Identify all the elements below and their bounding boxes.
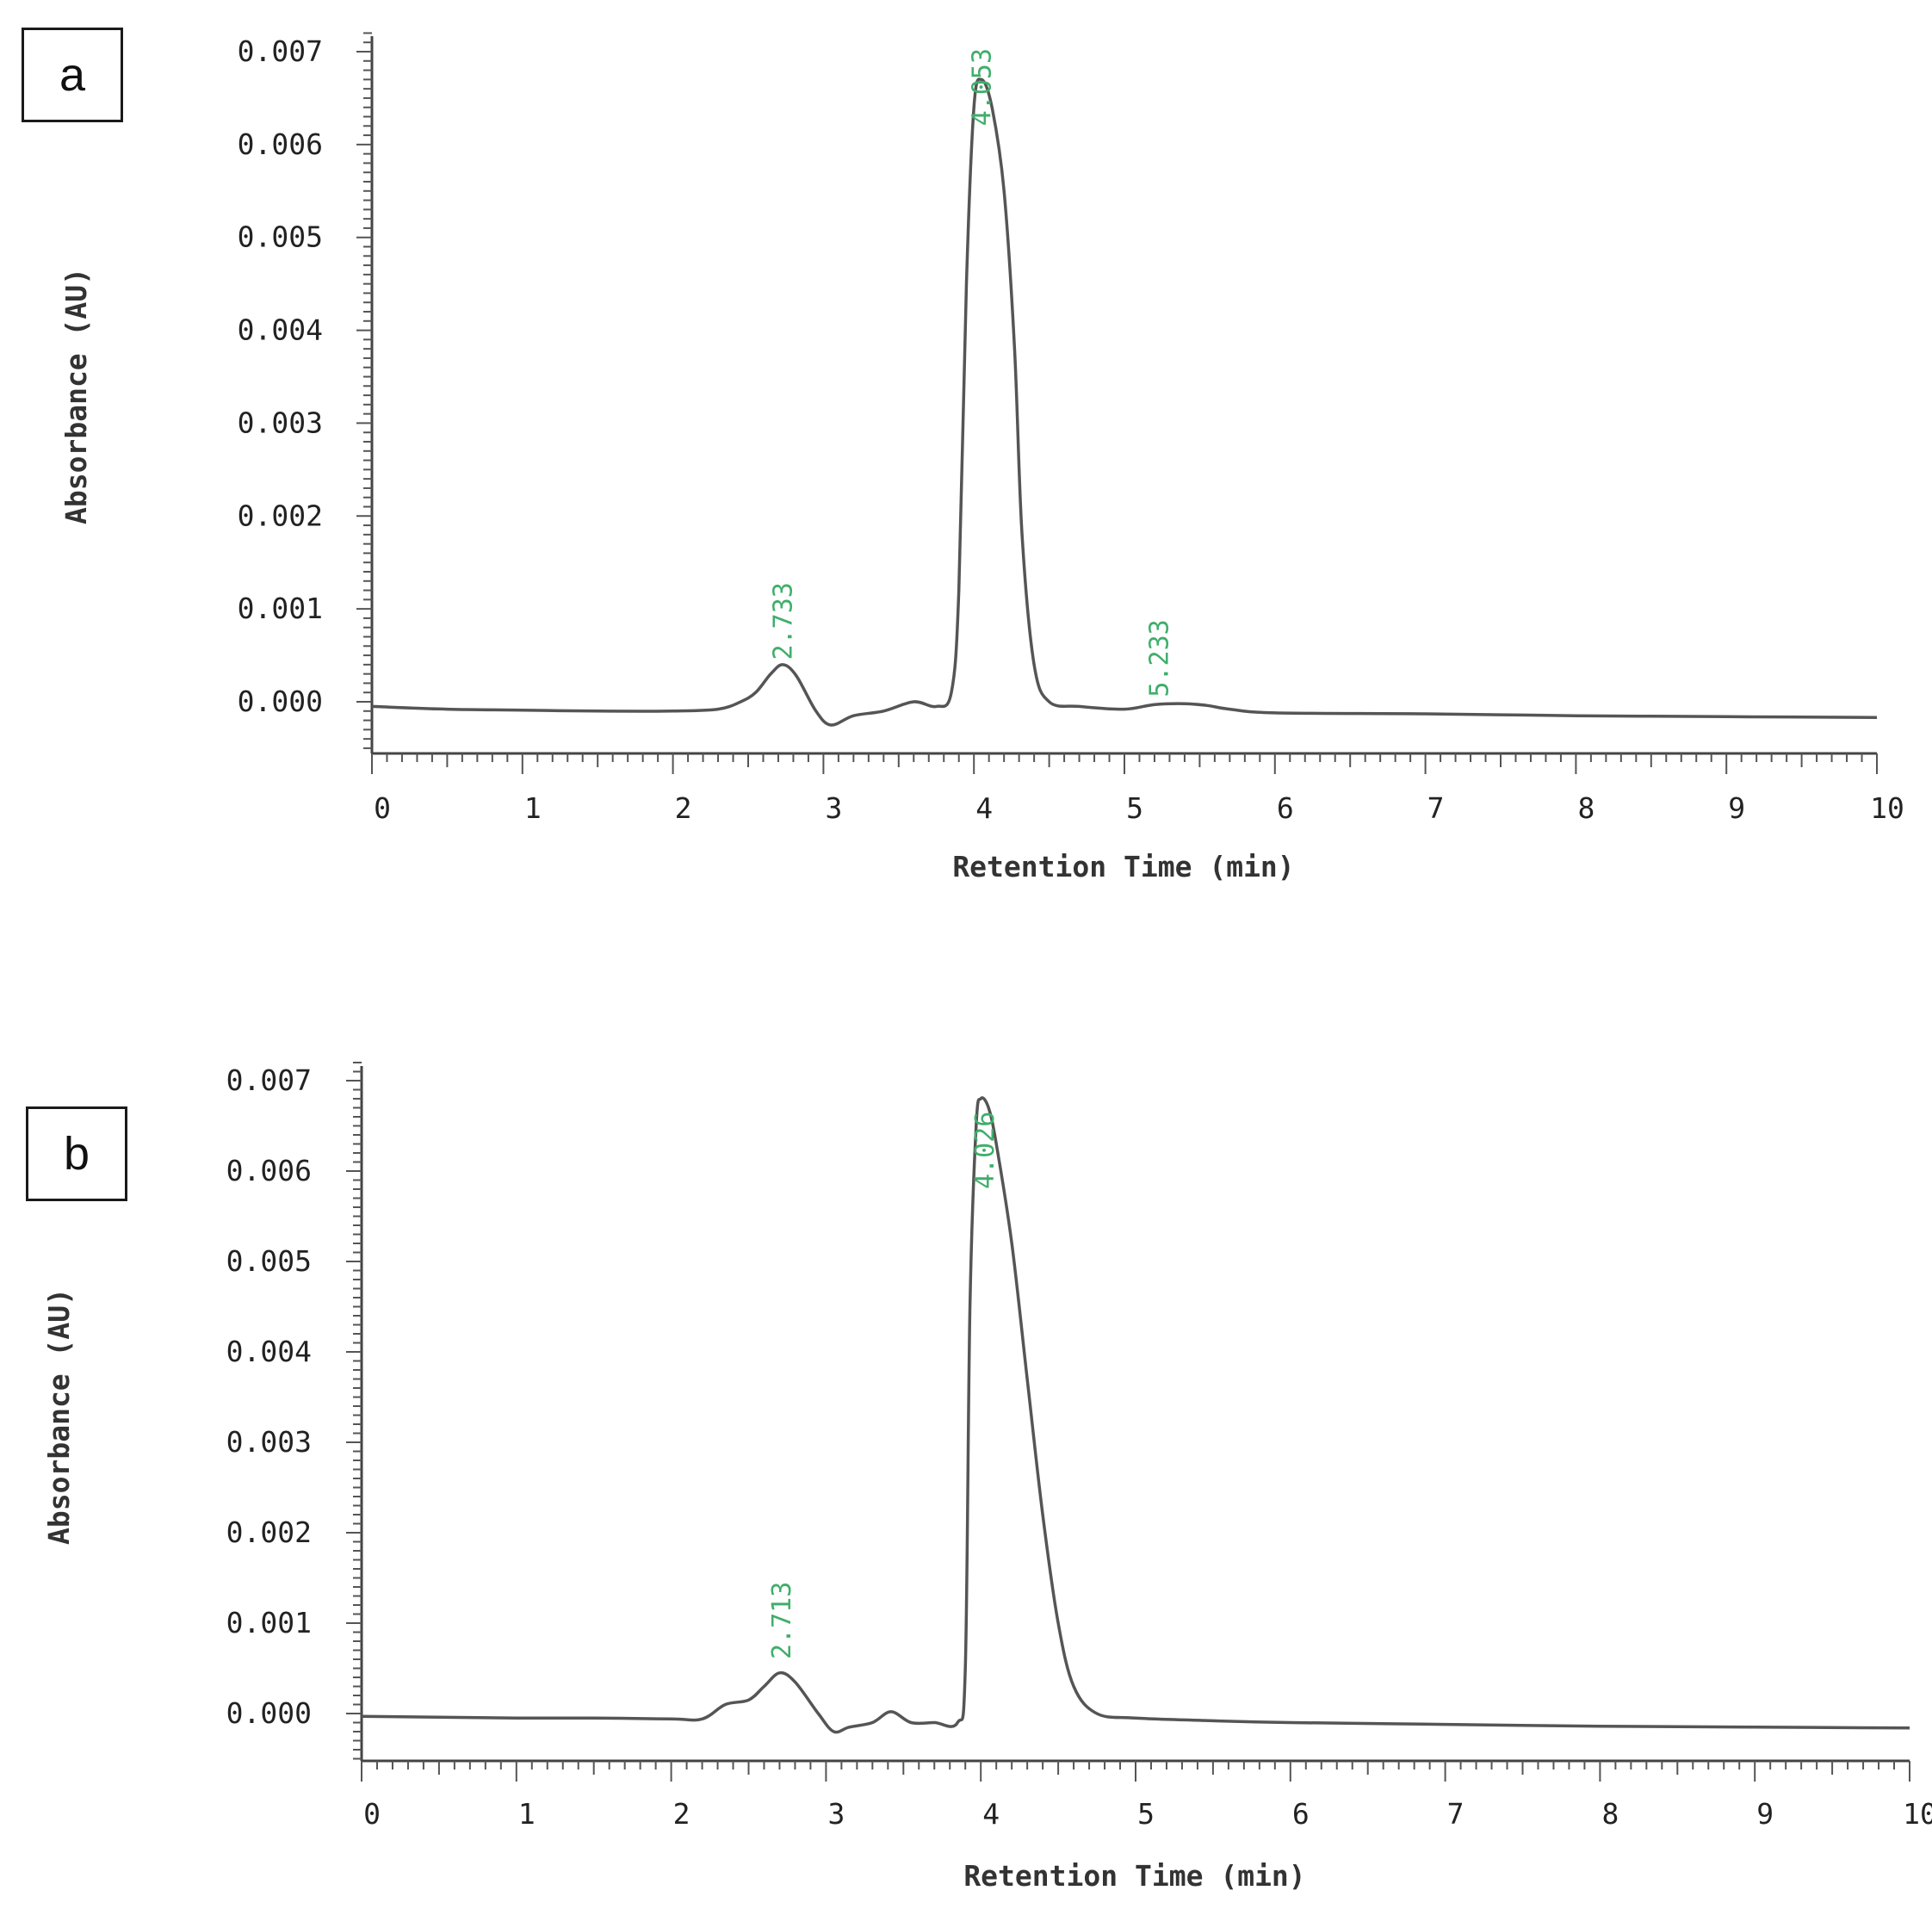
chart-a-y-tick-label: 0.001	[238, 592, 323, 625]
panel-label-b: b	[26, 1106, 127, 1201]
chart-b-x-tick-label: 5	[1137, 1797, 1155, 1831]
chart-a-x-tick-label: 4	[975, 791, 993, 825]
chart-a-x-tick-label: 8	[1577, 791, 1595, 825]
chart-b-x-tick-label: 7	[1447, 1797, 1464, 1831]
chart-a-y-tick-label: 0.000	[238, 685, 323, 718]
chart-a-x-tick-label: 6	[1277, 791, 1294, 825]
chart-b-x-tick-label: 9	[1756, 1797, 1774, 1831]
chart-a-y-tick-label: 0.007	[238, 34, 323, 68]
chart-b-x-tick-label: 2	[673, 1797, 690, 1831]
chart-b-x-tick-label: 6	[1292, 1797, 1310, 1831]
chart-a-peak-label: 4.053	[967, 48, 997, 126]
chart-a-x-tick-label: 0	[374, 791, 391, 825]
chart-b-y-tick-label: 0.002	[226, 1515, 312, 1549]
chart-b-y-tick-label: 0.005	[226, 1244, 312, 1278]
chart-a-x-tick-label: 3	[825, 791, 842, 825]
chart-a-x-tick-label: 10	[1870, 791, 1904, 825]
chart-b-x-tick-label: 0	[363, 1797, 381, 1831]
chart-a-y-tick-label: 0.006	[238, 127, 323, 161]
chart-b-y-tick-label: 0.004	[226, 1335, 312, 1368]
chart-a-x-tick-label: 1	[524, 791, 542, 825]
chart-b-y-tick-label: 0.000	[226, 1696, 312, 1730]
chart-a-peak-label: 5.233	[1145, 619, 1175, 697]
chart-b-y-tick-label: 0.007	[226, 1063, 312, 1097]
chart-b-y-tick-label: 0.003	[226, 1425, 312, 1459]
chart-b-y-tick-label: 0.001	[226, 1606, 312, 1639]
chart-a-x-tick-label: 5	[1126, 791, 1143, 825]
chart-b-x-tick-label: 10	[1903, 1797, 1932, 1831]
chart-a-x-tick-label: 2	[675, 791, 692, 825]
chart-b-peak-label: 2.713	[767, 1582, 797, 1659]
chart-b-x-tick-label: 1	[518, 1797, 536, 1831]
chart-a-series-line	[371, 77, 1878, 727]
chart-b-x-tick-label: 8	[1601, 1797, 1619, 1831]
chart-a-y-tick-label: 0.004	[238, 313, 323, 347]
chart-b-y-tick-label: 0.006	[226, 1154, 312, 1187]
chart-b-x-tick-label: 4	[982, 1797, 1000, 1831]
chart-a-x-tick-label: 9	[1728, 791, 1745, 825]
chart-a-x-axis-title: Retention Time (min)	[952, 850, 1294, 883]
chart-a-y-axis-title: Absorbance (AU)	[59, 268, 93, 524]
panel-label-a: a	[22, 28, 123, 122]
chart-b-peak-label: 4.026	[970, 1112, 1000, 1189]
chart-a-y-tick-label: 0.002	[238, 499, 323, 532]
chart-a-y-tick-label: 0.003	[238, 406, 323, 439]
chart-b-y-axis-title: Absorbance (AU)	[42, 1288, 76, 1545]
chart-b-x-tick-label: 3	[827, 1797, 845, 1831]
chart-a-y-tick-label: 0.005	[238, 220, 323, 254]
chart-b-x-axis-title: Retention Time (min)	[963, 1859, 1305, 1893]
chart-a-x-tick-label: 7	[1427, 791, 1445, 825]
chart-b-series-line	[361, 1096, 1910, 1734]
chart-a-peak-label: 2.733	[769, 582, 799, 660]
